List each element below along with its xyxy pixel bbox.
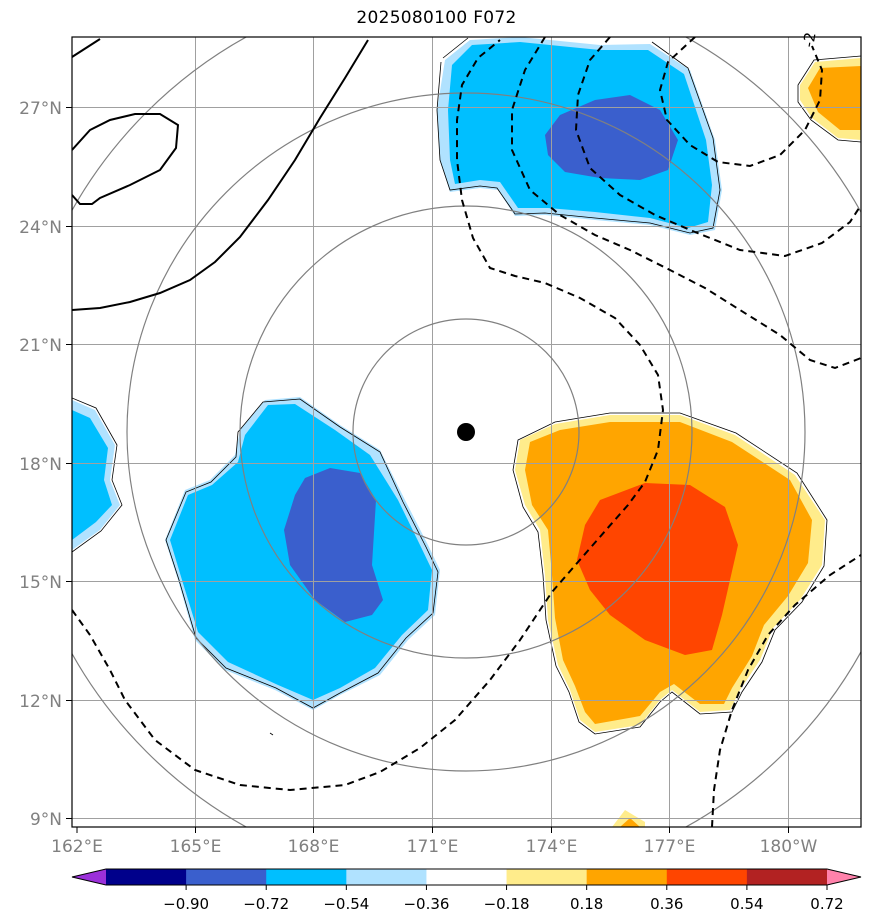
colorbar-box [266, 869, 347, 885]
map-frame [71, 36, 862, 828]
colorbar-tick-label: 0.72 [810, 895, 843, 913]
colorbar-box [346, 869, 427, 885]
blue-patch-north-core [545, 95, 678, 180]
lon-label: 171°E [407, 837, 459, 857]
contour-dashed-1 [72, 39, 665, 792]
lon-label: 174°E [526, 837, 578, 857]
colorbar-tick-label: −0.90 [163, 895, 209, 913]
colorbar-box [586, 869, 668, 885]
contour-dashed-2 [511, 37, 861, 370]
colorbar-extend-min [72, 869, 106, 885]
contour-dashed-3 [574, 37, 861, 258]
colorbar-tick-label: −0.18 [484, 895, 530, 913]
lon-label: 168°E [288, 837, 340, 857]
storm-center-marker [457, 423, 475, 441]
contours [72, 37, 861, 827]
shading-outlines [72, 37, 861, 736]
longitude-labels: 162°E 165°E 168°E 171°E 174°E 177°E 180°… [51, 837, 817, 857]
tick-marks [66, 107, 789, 833]
colorbar-box [746, 869, 828, 885]
shaded-fields [72, 37, 861, 827]
colorbar-tick-label: 0.54 [730, 895, 763, 913]
colorbar-box [666, 869, 748, 885]
blue-patch-west-core [284, 468, 383, 622]
colorbar-tick-label: −0.72 [243, 895, 289, 913]
contour-label: -2 [799, 31, 819, 49]
lat-label: 18°N [19, 455, 62, 475]
colorbar-tick-label: 0.18 [570, 895, 603, 913]
contour-dashed-5 [711, 554, 861, 827]
colorbar-tick-label: −0.54 [323, 895, 369, 913]
colorbar: −0.90 −0.72 −0.54 −0.36 −0.18 0.18 0.36 0.54 0.7… [71, 868, 862, 913]
colorbar-box [186, 869, 267, 885]
graticule [72, 37, 861, 827]
warm-patch-core [577, 483, 738, 655]
lat-label: 12°N [19, 692, 62, 712]
lon-label: 162°E [51, 837, 103, 857]
contour-solid-2 [72, 113, 180, 205]
contour-solid-3 [72, 39, 369, 311]
lon-label: 180°W [760, 837, 818, 857]
lat-label: 9°N [30, 810, 62, 830]
contour-dashed-4 [658, 37, 824, 168]
colorbar-box [506, 869, 588, 885]
colorbar-extend-max [827, 869, 861, 885]
latitude-labels: 9°N 12°N 15°N 18°N 21°N 24°N 27°N [19, 99, 62, 830]
colorbar-labels: −0.90 −0.72 −0.54 −0.36 −0.18 0.18 0.36 0.54 0.7… [163, 895, 844, 913]
lon-label: 177°E [644, 837, 696, 857]
lat-label: 21°N [19, 336, 62, 356]
lat-label: 24°N [19, 218, 62, 238]
colorbar-tick-label: 0.36 [650, 895, 683, 913]
colorbar-box [106, 869, 187, 885]
map-title: 2025080100 F072 [356, 8, 517, 28]
lat-label: 27°N [19, 99, 62, 119]
lat-label: 15°N [19, 573, 62, 593]
warm-patch-small-core [620, 818, 640, 827]
lon-label: 165°E [170, 837, 222, 857]
blue-patch-edge [72, 410, 112, 540]
colorbar-box [426, 869, 508, 885]
contour-solid-1 [72, 38, 101, 58]
colorbar-tick-label: −0.36 [403, 895, 449, 913]
range-rings [72, 37, 861, 827]
colorbar-boxes [106, 869, 828, 885]
